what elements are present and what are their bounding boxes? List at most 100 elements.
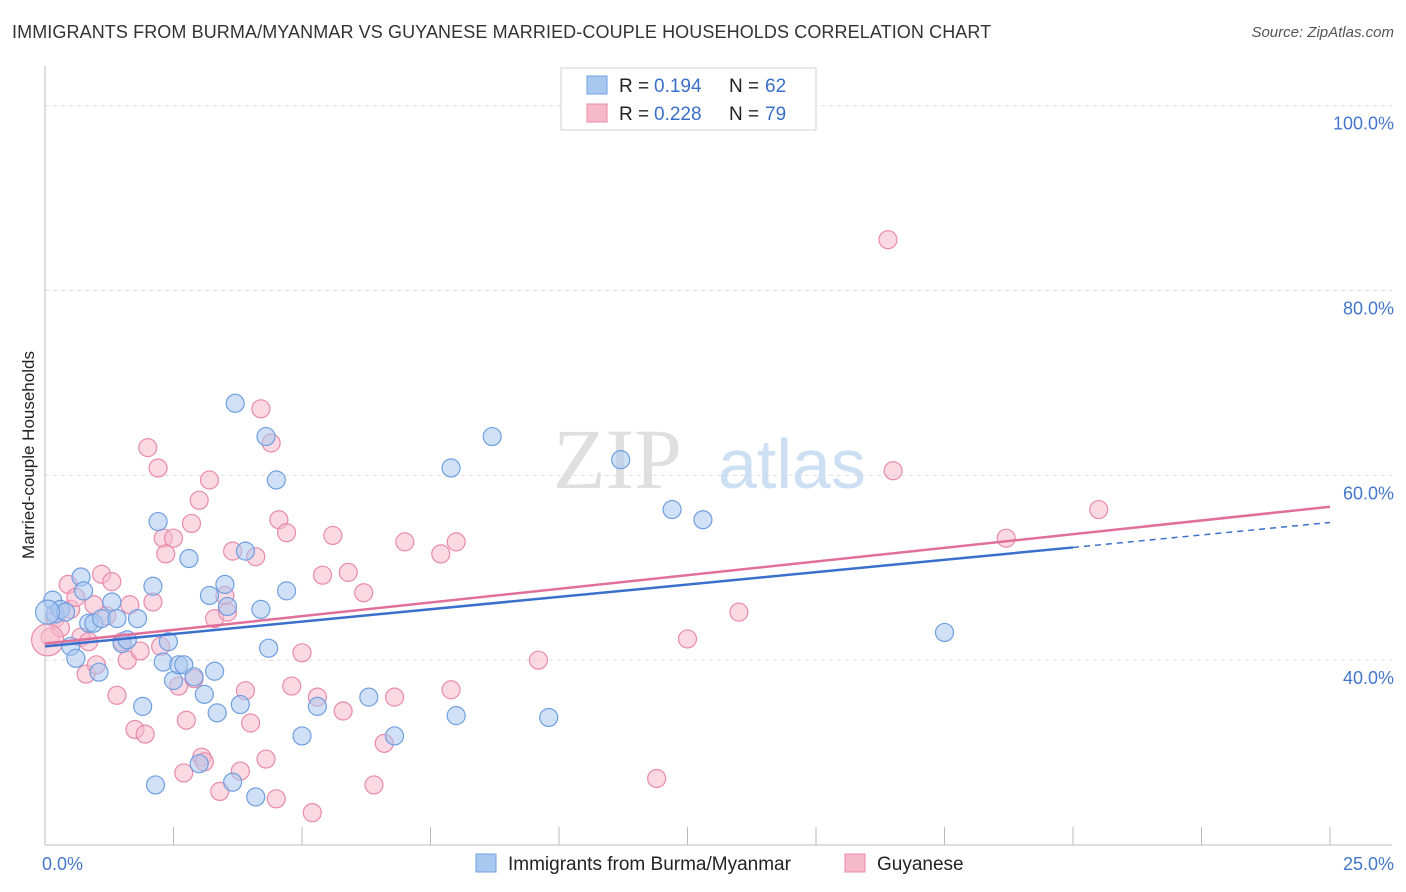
blue-trend-line xyxy=(44,546,1074,648)
blue-point-45 xyxy=(292,726,312,746)
legend-r-value-blue: 0.194 xyxy=(654,76,702,97)
pink-point-13 xyxy=(102,572,122,592)
pink-point-36 xyxy=(199,470,220,490)
pink-point-33 xyxy=(189,490,209,510)
pink-point-58 xyxy=(333,701,353,721)
pink-point-75 xyxy=(1089,499,1109,520)
blue-point-47 xyxy=(359,687,379,707)
pink-point-67 xyxy=(446,532,466,552)
legend-n-value-pink: 79 xyxy=(765,104,786,125)
pink-point-31 xyxy=(181,513,202,534)
pink-point-19 xyxy=(130,641,150,661)
pink-point-29 xyxy=(174,763,194,783)
pink-point-51 xyxy=(276,523,297,543)
legend-swatch-blue xyxy=(586,75,608,95)
watermark-atlas: atlas xyxy=(718,425,866,503)
pink-point-47 xyxy=(256,749,276,769)
pink-point-52 xyxy=(282,676,302,696)
blue-point-26 xyxy=(179,548,199,569)
pink-point-65 xyxy=(431,544,451,564)
pink-point-68 xyxy=(528,650,549,670)
blue-point-37 xyxy=(230,694,250,715)
x-tick-label-1: 25.0% xyxy=(1343,854,1394,874)
pink-point-63 xyxy=(384,687,405,707)
gridlines xyxy=(45,105,1392,661)
blue-point-16 xyxy=(127,608,148,629)
blue-point-cluster xyxy=(34,599,61,625)
source-credit: Source: ZipAtlas.com xyxy=(1251,24,1394,41)
pink-point-14 xyxy=(107,685,127,705)
legend-bottom-swatch-pink xyxy=(844,853,866,873)
blue-point-54 xyxy=(662,499,682,520)
pink-point-71 xyxy=(729,602,749,622)
legend-n-value-blue: 62 xyxy=(765,76,786,97)
blue-point-41 xyxy=(256,426,276,447)
blue-point-46 xyxy=(307,696,328,716)
blue-point-38 xyxy=(235,541,256,561)
blue-point-42 xyxy=(258,638,279,658)
blue-point-18 xyxy=(143,576,163,596)
y-tick-label-0: 40.0% xyxy=(1343,668,1394,688)
blue-point-5 xyxy=(66,648,86,668)
legend-r-value-pink: 0.228 xyxy=(654,104,702,125)
legend-swatch-pink xyxy=(586,103,608,123)
pink-point-69 xyxy=(647,768,667,789)
pink-point-54 xyxy=(302,803,322,823)
blue-point-51 xyxy=(482,426,502,447)
pink-point-61 xyxy=(364,775,384,795)
legend-bottom-label-pink: Guyanese xyxy=(877,854,964,875)
pink-point-cluster xyxy=(30,623,65,657)
y-tick-labels: 40.0% 60.0% 80.0% 100.0% xyxy=(1333,114,1394,688)
pink-point-21 xyxy=(138,438,158,458)
blue-point-34 xyxy=(217,596,238,617)
legend-r-label-pink: R = xyxy=(619,104,649,125)
blue-point-33 xyxy=(215,574,235,595)
blue-trend-extension xyxy=(1072,521,1331,549)
watermark: ZIP atlas xyxy=(553,411,866,507)
blue-point-48 xyxy=(384,726,405,746)
pink-point-74 xyxy=(996,528,1016,548)
blue-point-28 xyxy=(189,754,209,774)
pink-point-59 xyxy=(338,562,358,582)
pink-point-49 xyxy=(266,789,286,809)
chart-title: IMMIGRANTS FROM BURMA/MYANMAR VS GUYANES… xyxy=(12,22,992,42)
blue-point-43 xyxy=(266,470,286,490)
axes xyxy=(44,66,1392,846)
blue-point-39 xyxy=(246,787,266,807)
pink-point-64 xyxy=(395,532,415,552)
legend-bottom-swatch-blue xyxy=(475,853,497,873)
pink-point-53 xyxy=(292,643,312,663)
blue-point-13 xyxy=(107,608,127,629)
pink-point-26 xyxy=(156,544,176,564)
legend-n-label-pink: N = xyxy=(729,104,759,125)
series-guyanese-points xyxy=(30,230,1109,823)
pink-point-66 xyxy=(441,680,461,700)
pink-point-30 xyxy=(176,710,196,730)
blue-point-55 xyxy=(693,510,713,530)
trend-lines xyxy=(44,505,1331,648)
pink-point-46 xyxy=(251,399,271,419)
blue-point-36 xyxy=(225,393,245,413)
blue-point-22 xyxy=(158,632,178,652)
blue-point-12 xyxy=(102,592,122,612)
series-burma-points xyxy=(34,393,955,807)
blue-point-50 xyxy=(446,706,466,726)
blue-point-35 xyxy=(223,772,243,792)
pink-point-20 xyxy=(135,724,155,744)
blue-point-31 xyxy=(205,661,225,681)
y-axis-label: Married-couple Households xyxy=(19,351,38,559)
pink-point-44 xyxy=(241,713,261,733)
legend-bottom: Immigrants from Burma/Myanmar Guyanese xyxy=(475,853,964,875)
pink-point-60 xyxy=(354,583,374,603)
y-tick-label-2: 80.0% xyxy=(1343,299,1394,319)
x-tick-labels: 0.0% 25.0% xyxy=(42,854,1394,874)
x-tick-label-0: 0.0% xyxy=(42,854,83,874)
legend-top: R = 0.194 N = 62 R = 0.228 N = 79 xyxy=(560,67,817,131)
blue-point-56 xyxy=(934,622,955,643)
blue-point-17 xyxy=(133,696,153,716)
blue-point-30 xyxy=(199,585,220,606)
blue-point-7 xyxy=(73,581,94,601)
pink-point-72 xyxy=(878,230,898,250)
blue-point-49 xyxy=(441,458,461,478)
